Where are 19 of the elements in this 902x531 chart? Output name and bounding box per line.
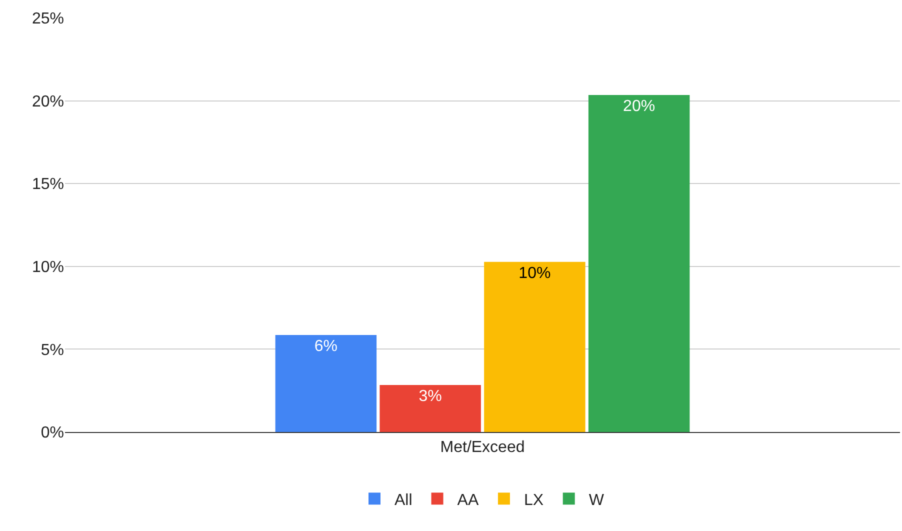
- bar: [380, 384, 481, 432]
- x-tick-label: Met/Exceed: [440, 439, 525, 456]
- y-tick-label: 10%: [32, 259, 64, 276]
- legend-label: W: [588, 492, 605, 509]
- y-tick-label: 20%: [32, 93, 64, 110]
- bar: [275, 334, 377, 432]
- data-label: 10%: [518, 264, 551, 282]
- legend-label: AA: [457, 492, 479, 509]
- y-tick-label: 25%: [32, 10, 64, 28]
- y-tick-label: 5%: [40, 342, 64, 359]
- y-tick-label: 15%: [32, 176, 64, 194]
- data-label: 3%: [418, 388, 442, 405]
- legend-label: LX: [524, 492, 544, 509]
- legend-label: All: [394, 492, 412, 509]
- data-label: 6%: [314, 338, 338, 355]
- bar: [484, 262, 586, 432]
- y-tick-label: 0%: [40, 424, 64, 442]
- data-label: 20%: [623, 98, 656, 115]
- bar: [588, 95, 690, 432]
